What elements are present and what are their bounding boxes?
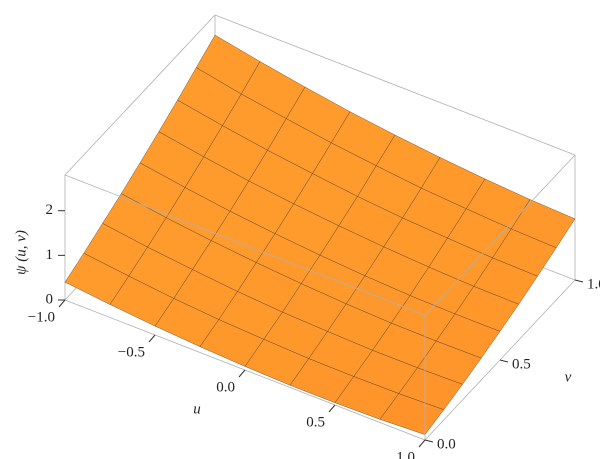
z-tick-label: 1 (46, 247, 54, 263)
y-tick-label: 0.0 (437, 436, 456, 452)
z-tick-label: 0 (46, 291, 54, 307)
surface-patch (379, 393, 445, 435)
x-tick-label: 1.0 (396, 449, 415, 459)
box-edge (64, 174, 426, 316)
x-tick (148, 334, 156, 343)
y-tick (424, 439, 434, 443)
y-tick-label: 1.0 (587, 276, 600, 292)
box-edge (424, 154, 576, 316)
box-edge (214, 14, 576, 156)
surface (64, 34, 576, 435)
y-axis-label: v (565, 369, 572, 385)
y-tick (574, 279, 584, 283)
box-edge (64, 14, 216, 176)
x-tick-label: 0.5 (306, 414, 325, 430)
x-tick (328, 404, 336, 413)
x-tick-label: 0.0 (216, 379, 235, 395)
axes: −1.0 −0.5 0.0 0.5 1.0 0.0 0.5 1.0 0 1 2 u v ψ (u, v) (13, 202, 600, 459)
z-axis-label: ψ (u, v) (13, 230, 29, 275)
y-tick-label: 0.5 (512, 356, 531, 372)
y-tick (499, 359, 509, 363)
x-tick (418, 439, 426, 448)
x-tick (58, 299, 66, 308)
x-tick-label: −1.0 (28, 309, 55, 325)
x-tick (238, 369, 246, 378)
x-tick-label: −0.5 (118, 344, 145, 360)
x-axis-label: u (193, 401, 201, 417)
z-tick-label: 2 (46, 202, 54, 218)
